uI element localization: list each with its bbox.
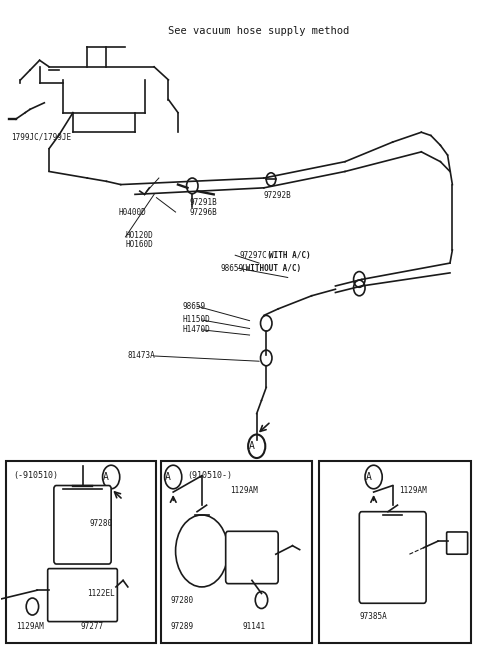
Text: 1129AM: 1129AM <box>230 486 258 495</box>
Text: A: A <box>165 472 171 482</box>
Text: See vacuum hose supply method: See vacuum hose supply method <box>168 26 349 36</box>
Text: 97292B: 97292B <box>264 191 292 200</box>
FancyBboxPatch shape <box>48 568 117 622</box>
Text: 97289: 97289 <box>171 622 194 631</box>
Text: 81473A: 81473A <box>128 351 156 361</box>
Text: 98659: 98659 <box>221 264 244 273</box>
FancyBboxPatch shape <box>360 512 426 603</box>
FancyBboxPatch shape <box>446 532 468 555</box>
Text: H0400D: H0400D <box>118 208 146 217</box>
Text: A: A <box>103 472 109 482</box>
Text: 97280: 97280 <box>171 595 194 604</box>
Text: 97280: 97280 <box>90 519 113 528</box>
Text: HO120D: HO120D <box>125 231 153 240</box>
Text: 1129AM: 1129AM <box>399 486 427 495</box>
Bar <box>6 461 156 643</box>
Text: A: A <box>249 441 254 451</box>
Text: 97296B: 97296B <box>190 208 217 217</box>
Text: 97277: 97277 <box>80 622 103 631</box>
Text: A: A <box>365 472 372 482</box>
Text: 97297C: 97297C <box>240 251 268 260</box>
Text: HO160D: HO160D <box>125 240 153 249</box>
FancyBboxPatch shape <box>54 486 111 564</box>
Text: (910510-): (910510-) <box>188 470 232 480</box>
Text: H1150D: H1150D <box>183 315 211 325</box>
Text: 97291B: 97291B <box>190 198 217 208</box>
Text: WITH A/C): WITH A/C) <box>269 251 310 260</box>
Text: 98659: 98659 <box>183 302 206 311</box>
Bar <box>161 461 312 643</box>
Text: H1470D: H1470D <box>183 325 211 334</box>
Text: (-910510): (-910510) <box>13 470 58 480</box>
Bar <box>319 461 471 643</box>
Text: 1122EL: 1122EL <box>87 589 115 598</box>
Text: 97385A: 97385A <box>360 612 387 621</box>
FancyBboxPatch shape <box>226 532 278 583</box>
Text: 91141: 91141 <box>242 622 265 631</box>
Text: (WITHOUT A/C): (WITHOUT A/C) <box>241 264 301 273</box>
Text: 1129AM: 1129AM <box>16 622 44 631</box>
Text: (: ( <box>267 251 271 260</box>
Text: 1799JC/1799JE: 1799JC/1799JE <box>11 133 71 142</box>
